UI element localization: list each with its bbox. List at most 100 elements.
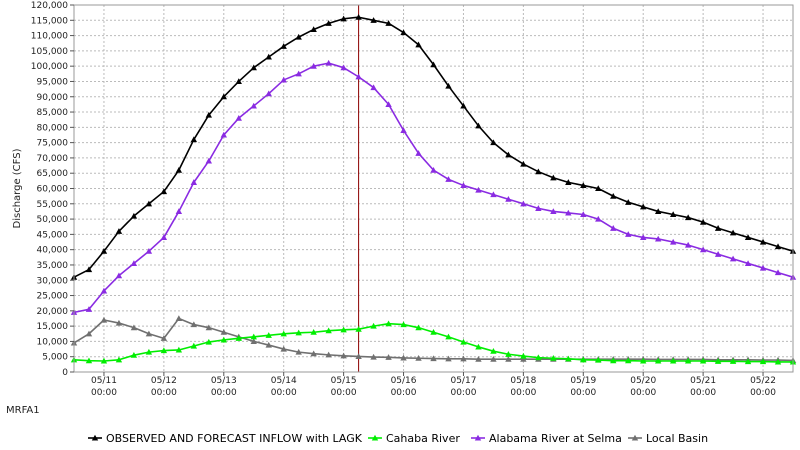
x-tick-date: 05/22 [750, 376, 776, 386]
data-point [370, 17, 377, 23]
x-tick-date: 05/15 [331, 376, 357, 386]
data-point [565, 355, 572, 362]
data-point [205, 338, 213, 345]
series-layer [70, 14, 797, 365]
data-point [340, 352, 347, 359]
data-point [205, 111, 213, 118]
data-point [100, 247, 108, 254]
data-point [220, 93, 227, 100]
data-point [684, 214, 692, 221]
y-tick-label: 50,000 [37, 215, 69, 225]
x-tick-date: 05/20 [630, 376, 656, 386]
data-point [235, 114, 242, 121]
data-point [430, 329, 437, 335]
data-point [714, 358, 722, 364]
data-point [595, 356, 602, 363]
data-point [490, 348, 497, 354]
data-point [250, 333, 257, 340]
x-tick-date: 05/19 [570, 376, 596, 386]
data-point [415, 355, 422, 361]
data-point [85, 306, 93, 312]
data-point [610, 225, 617, 231]
x-tick-time: 00:00 [91, 388, 117, 398]
data-point [100, 287, 108, 294]
x-tick-time: 00:00 [271, 388, 297, 398]
data-point [445, 333, 452, 340]
data-point [100, 316, 108, 323]
data-point [520, 352, 527, 359]
data-point [610, 357, 617, 364]
data-point [145, 348, 153, 355]
data-point [115, 228, 123, 234]
x-tick-date: 05/18 [510, 376, 536, 386]
legend-item-alabama-river-at-selma: Alabama River at Selma [471, 432, 622, 445]
data-point [160, 335, 168, 341]
data-point [205, 157, 213, 164]
data-point [220, 131, 227, 138]
legend-label: Alabama River at Selma [489, 432, 622, 445]
data-point [580, 182, 587, 189]
data-point [460, 355, 467, 362]
x-tick-time: 00:00 [630, 388, 656, 398]
y-tick-label: 60,000 [37, 185, 69, 195]
y-tick-label: 80,000 [37, 123, 69, 133]
data-point [265, 90, 272, 97]
data-point [400, 354, 407, 361]
data-point [190, 179, 198, 185]
data-point [669, 357, 677, 364]
y-tick-label: 0 [62, 368, 68, 378]
grid-lines [74, 4, 793, 373]
data-point [190, 342, 198, 349]
data-point [115, 319, 123, 326]
data-point [654, 357, 662, 364]
data-point [145, 247, 153, 254]
data-point [460, 182, 467, 189]
data-point [325, 20, 332, 26]
x-tick-date: 05/14 [271, 376, 297, 386]
data-point [550, 174, 557, 181]
data-point [475, 186, 482, 193]
data-point [385, 354, 392, 360]
legend: OBSERVED AND FORECAST INFLOW with LAGK Ca… [88, 432, 708, 445]
data-point [595, 185, 602, 192]
data-point [115, 272, 123, 279]
data-point [235, 335, 242, 341]
data-point [550, 208, 557, 214]
data-point [370, 353, 377, 360]
data-point [280, 43, 287, 49]
series-alabama-river-at-selma [70, 59, 797, 315]
data-point [535, 168, 542, 175]
data-point [190, 136, 198, 143]
data-point [325, 59, 332, 66]
data-point [295, 33, 302, 40]
data-point [445, 355, 452, 362]
data-point [744, 260, 752, 266]
data-point [145, 200, 153, 207]
y-tick-label: 55,000 [37, 200, 69, 210]
data-point [505, 355, 512, 362]
data-point [445, 176, 452, 182]
y-tick-label: 110,000 [31, 32, 68, 42]
data-point [744, 358, 752, 365]
data-point [520, 200, 527, 207]
data-point [355, 353, 362, 359]
data-point [520, 355, 527, 362]
data-point [400, 127, 407, 133]
data-point [535, 354, 542, 361]
x-tick-date: 05/16 [391, 376, 417, 386]
data-point [430, 355, 437, 362]
data-point [85, 330, 93, 337]
data-point [250, 64, 257, 71]
x-tick-date: 05/21 [690, 376, 716, 386]
data-point [535, 205, 542, 211]
data-point [280, 76, 287, 83]
data-point [699, 218, 707, 225]
y-tick-label: 35,000 [37, 261, 69, 271]
legend-swatch-marker [631, 434, 639, 441]
x-tick-time: 00:00 [690, 388, 716, 398]
series-observed-and-forecast-inflow-with-lagk [70, 14, 797, 280]
y-axis-title: Discharge (CFS) [12, 148, 23, 228]
y-tick-label: 40,000 [37, 246, 69, 256]
